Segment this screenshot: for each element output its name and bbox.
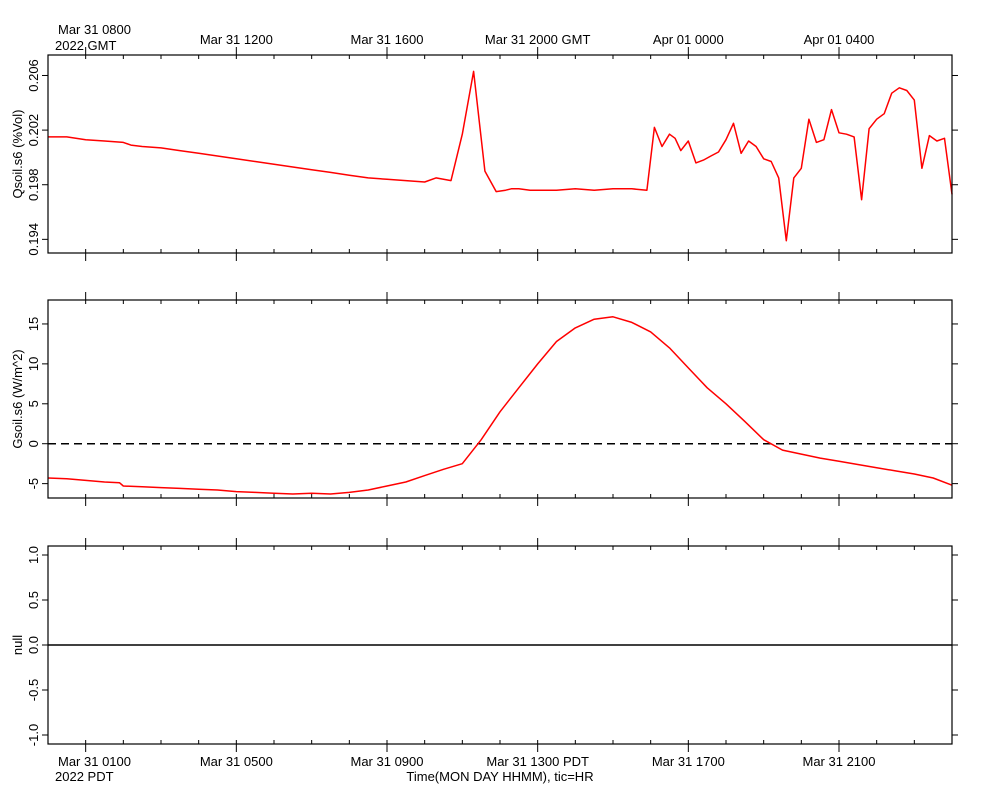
time-axis-top: Mar 31 0800 2022 GMT Mar 31 1200 Mar 31 1… (55, 22, 874, 53)
y-tick-label: 0 (26, 440, 41, 447)
panel-qsoil-ticks: 0.194 0.198 0.202 0.206 (26, 47, 958, 261)
panel-gsoil-series (47, 316, 953, 495)
top-major-label: Mar 31 2000 GMT (485, 32, 591, 47)
y-tick-label: 0.0 (26, 636, 41, 654)
top-major-label: Apr 01 0000 (653, 32, 724, 47)
panel-null: -1.0 -0.5 0.0 0.5 1.0 null (10, 538, 958, 752)
y-tick-label: -0.5 (26, 679, 41, 701)
panel-qsoil: 0.194 0.198 0.202 0.206 Qsoil.s6 (%Vol) (10, 47, 958, 261)
y-tick-label: -5 (26, 478, 41, 490)
y-tick-label: 10 (26, 357, 41, 371)
y-tick-label: -1.0 (26, 724, 41, 746)
panel-null-ticks: -1.0 -0.5 0.0 0.5 1.0 (26, 538, 958, 752)
top-major-label: Mar 31 1600 (351, 32, 424, 47)
panel-qsoil-ylabel: Qsoil.s6 (%Vol) (10, 110, 25, 199)
top-origin-label-line2: 2022 GMT (55, 38, 116, 53)
bottom-origin-label-line2: 2022 PDT (55, 769, 114, 784)
y-tick-label: 0.194 (26, 223, 41, 256)
top-major-label: Mar 31 1200 (200, 32, 273, 47)
panel-gsoil-ylabel: Gsoil.s6 (W/m^2) (10, 349, 25, 448)
top-origin-label-line1: Mar 31 0800 (58, 22, 131, 37)
panel-qsoil-series (48, 70, 953, 242)
panel-gsoil: -5 0 5 10 15 Gsoil.s6 (W/m^2) (10, 292, 958, 506)
series-line (48, 70, 953, 242)
bottom-major-label: Mar 31 0500 (200, 754, 273, 769)
panel-gsoil-frame (47, 299, 953, 499)
y-tick-label: 5 (26, 400, 41, 407)
y-tick-label: 1.0 (26, 546, 41, 564)
bottom-major-label: Mar 31 1300 PDT (486, 754, 589, 769)
bottom-major-labels: Mar 31 0500 Mar 31 0900 Mar 31 1300 PDT Mar… (200, 754, 876, 769)
panel-null-frame (47, 545, 953, 745)
panel-null-ylabel: null (10, 635, 25, 655)
x-axis-title: Time(MON DAY HHMM), tic=HR (406, 769, 593, 784)
top-major-labels: Mar 31 1200 Mar 31 1600 Mar 31 2000 GMT Apr… (200, 32, 875, 47)
bottom-major-label: Mar 31 2100 (803, 754, 876, 769)
bottom-first-label: Mar 31 0100 (58, 754, 131, 769)
y-tick-label: 0.206 (26, 59, 41, 92)
y-tick-label: 15 (26, 317, 41, 331)
y-tick-label: 0.198 (26, 168, 41, 201)
top-major-label: Apr 01 0400 (804, 32, 875, 47)
y-tick-label: 0.5 (26, 591, 41, 609)
bottom-major-label: Mar 31 1700 (652, 754, 725, 769)
bottom-major-label: Mar 31 0900 (351, 754, 424, 769)
time-axis-bottom: Mar 31 0100 2022 PDT Mar 31 0500 Mar 31 0… (55, 754, 876, 784)
series-line (47, 316, 953, 495)
panel-gsoil-ticks: -5 0 5 10 15 (26, 292, 958, 506)
y-tick-label: 0.202 (26, 114, 41, 147)
panel-qsoil-frame (47, 54, 953, 254)
